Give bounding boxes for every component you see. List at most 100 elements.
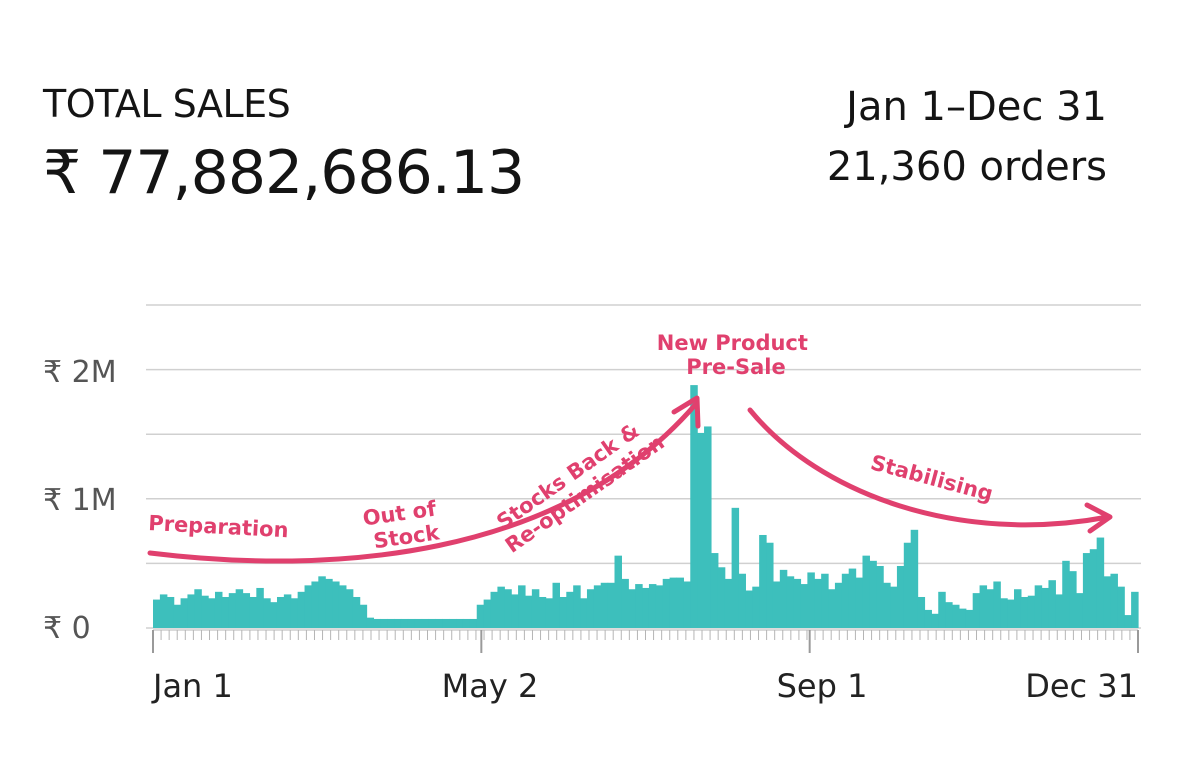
sales-bar	[483, 599, 492, 628]
sales-bar	[697, 432, 705, 628]
annotation-new-product: New Product Pre-Sale	[657, 331, 816, 379]
sales-bar	[1014, 589, 1022, 628]
sales-bar	[1096, 537, 1105, 628]
sales-bar	[256, 587, 264, 628]
annotation-new-product-line1: New Product	[657, 331, 808, 355]
sales-bar	[518, 585, 526, 628]
sales-bar	[1076, 593, 1084, 628]
sales-bar	[276, 596, 285, 628]
sales-bar	[490, 591, 499, 628]
sales-bar	[759, 534, 767, 628]
annotation-new-product-line2: Pre-Sale	[686, 355, 785, 379]
annotation-preparation: Preparation	[148, 511, 289, 542]
x-axis	[152, 629, 1139, 653]
sales-bar	[683, 581, 691, 628]
sales-bar	[662, 578, 671, 628]
sales-bar	[380, 618, 388, 628]
sales-bar	[855, 577, 864, 628]
sales-bar	[607, 582, 616, 628]
sales-bar	[504, 589, 512, 628]
sales-bar	[469, 618, 478, 628]
sales-bar	[972, 593, 981, 628]
x-tick-label: Dec 31	[1025, 667, 1138, 705]
sales-bar	[745, 590, 753, 628]
sales-bar	[724, 578, 733, 628]
sales-bar	[462, 618, 471, 628]
sales-bar	[593, 585, 602, 628]
sales-bar	[352, 596, 361, 628]
x-tick-label: Sep 1	[777, 667, 868, 705]
sales-bar	[449, 618, 457, 628]
sales-bar	[297, 591, 306, 628]
sales-bar	[1089, 549, 1098, 628]
x-tick-label: Jan 1	[151, 667, 233, 705]
x-tick-label: May 2	[442, 667, 539, 705]
sales-bar	[497, 586, 505, 628]
sales-bar	[394, 618, 402, 628]
sales-bar	[166, 596, 175, 628]
sales-bar	[1110, 573, 1118, 628]
sales-bar	[1027, 595, 1036, 628]
sales-bar	[917, 596, 926, 628]
sales-bar	[400, 618, 409, 628]
sales-bar	[476, 604, 485, 628]
sales-bar	[731, 507, 740, 628]
sales-bar	[270, 602, 278, 628]
sales-bar	[283, 594, 292, 628]
sales-bar	[242, 593, 251, 628]
sales-bar	[194, 589, 202, 628]
sales-bar	[655, 585, 664, 628]
sales-bar	[552, 582, 560, 628]
arc-arrow-left	[147, 402, 698, 564]
sales-bar	[208, 598, 216, 628]
sales-bar	[456, 618, 464, 628]
arrowhead-left	[671, 395, 701, 429]
sales-bar	[903, 542, 912, 628]
arc-arrow-right	[747, 407, 1111, 528]
sales-bar	[876, 565, 884, 628]
sales-bar	[566, 591, 574, 628]
sales-bar	[173, 604, 182, 628]
annotation-stabilising: Stabilising	[868, 450, 996, 506]
sales-bar	[373, 618, 381, 628]
sales-bar	[883, 582, 891, 628]
sales-bar	[600, 582, 609, 628]
sales-bar	[841, 573, 850, 628]
sales-bar	[958, 608, 967, 628]
sales-bar	[621, 578, 629, 628]
sales-bar	[1034, 585, 1043, 628]
sales-bar	[1048, 580, 1056, 628]
sales-bar	[345, 589, 354, 628]
sales-bar	[290, 598, 299, 628]
sales-bar	[442, 618, 450, 628]
sales-bar	[1069, 571, 1077, 628]
sales-bar	[263, 598, 271, 628]
sales-bar	[807, 572, 815, 628]
sales-bar	[642, 587, 650, 628]
sales-bar	[311, 581, 319, 628]
sales-bar	[359, 604, 368, 628]
sales-bar	[1131, 591, 1139, 628]
total-sales-value: ₹ 77,882,686.13	[43, 138, 525, 208]
sales-bar	[221, 596, 230, 628]
sales-bar	[428, 618, 437, 628]
sales-bar	[628, 589, 636, 628]
arrowhead-right	[1084, 502, 1113, 534]
sales-bars	[153, 385, 1139, 628]
sales-bar	[387, 618, 395, 628]
sales-bar	[614, 555, 622, 628]
sales-bar	[318, 576, 326, 628]
sales-bar	[910, 529, 919, 628]
sales-bar	[1020, 596, 1029, 628]
sales-bar	[1055, 594, 1063, 628]
sales-bar	[704, 426, 712, 628]
sales-bar	[1000, 598, 1008, 628]
sales-bar	[414, 618, 423, 628]
sales-bar	[669, 577, 678, 628]
sales-bar	[862, 555, 870, 628]
sales-bar	[1117, 586, 1125, 628]
sales-bar	[938, 591, 946, 628]
sales-bar	[1124, 615, 1132, 628]
sales-bar	[559, 596, 567, 628]
